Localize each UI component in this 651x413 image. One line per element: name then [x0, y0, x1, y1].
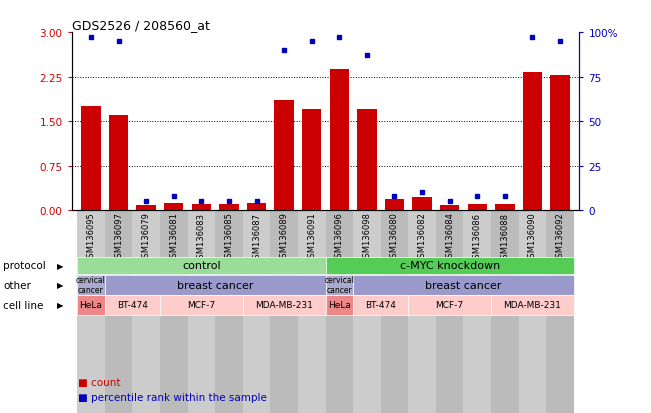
Text: ■ count: ■ count [78, 377, 120, 387]
Bar [385, 199, 404, 211]
Text: cell line: cell line [3, 300, 44, 310]
Bar [160, 211, 187, 413]
Bar [243, 295, 326, 315]
Bar [247, 204, 266, 211]
Text: breast cancer: breast cancer [177, 280, 253, 290]
Bar [519, 211, 546, 413]
Text: cervical
cancer: cervical cancer [76, 275, 106, 294]
Text: other: other [3, 280, 31, 290]
Text: ▶: ▶ [57, 280, 64, 290]
Bar [381, 211, 408, 413]
Bar [160, 295, 243, 315]
Bar [353, 275, 574, 295]
Bar [270, 211, 298, 413]
Text: breast cancer: breast cancer [425, 280, 502, 290]
Bar [302, 110, 322, 211]
Bar [77, 275, 105, 295]
Bar [77, 211, 105, 413]
Text: BT-474: BT-474 [117, 301, 148, 310]
Bar [491, 295, 574, 315]
Bar [440, 205, 460, 211]
Bar [275, 101, 294, 211]
Text: MCF-7: MCF-7 [436, 301, 464, 310]
Bar [467, 205, 487, 211]
Text: cervical
cancer: cervical cancer [324, 275, 354, 294]
Bar [219, 204, 238, 211]
Text: control: control [182, 261, 221, 271]
Text: MDA-MB-231: MDA-MB-231 [255, 301, 313, 310]
Bar [353, 211, 381, 413]
Bar [77, 257, 326, 275]
Bar [191, 205, 211, 211]
Bar [105, 275, 326, 295]
Bar [326, 295, 353, 315]
Bar [164, 204, 184, 211]
Text: protocol: protocol [3, 261, 46, 271]
Text: ▶: ▶ [57, 261, 64, 270]
Bar [326, 275, 353, 295]
Bar [353, 295, 408, 315]
Bar [137, 205, 156, 211]
Bar [132, 211, 160, 413]
Text: ▶: ▶ [57, 301, 64, 310]
Bar [546, 211, 574, 413]
Text: HeLa: HeLa [328, 301, 351, 310]
Bar [523, 73, 542, 211]
Bar [215, 211, 243, 413]
Text: BT-474: BT-474 [365, 301, 396, 310]
Bar [243, 211, 270, 413]
Bar [105, 295, 160, 315]
Bar [105, 211, 132, 413]
Bar [495, 204, 514, 211]
Bar [464, 211, 491, 413]
Bar [109, 116, 128, 211]
Bar [357, 110, 376, 211]
Bar [329, 70, 349, 211]
Text: MDA-MB-231: MDA-MB-231 [503, 301, 561, 310]
Text: ■ percentile rank within the sample: ■ percentile rank within the sample [78, 392, 267, 402]
Bar [326, 211, 353, 413]
Bar [326, 257, 574, 275]
Bar [413, 197, 432, 211]
Text: HeLa: HeLa [79, 301, 102, 310]
Bar [187, 211, 215, 413]
Bar [408, 211, 436, 413]
Bar [550, 76, 570, 211]
Text: MCF-7: MCF-7 [187, 301, 215, 310]
Bar [298, 211, 326, 413]
Text: c-MYC knockdown: c-MYC knockdown [400, 261, 500, 271]
Bar [408, 295, 491, 315]
Bar [491, 211, 519, 413]
Text: GDS2526 / 208560_at: GDS2526 / 208560_at [72, 19, 210, 32]
Bar [77, 295, 105, 315]
Bar [436, 211, 464, 413]
Bar [81, 107, 101, 211]
